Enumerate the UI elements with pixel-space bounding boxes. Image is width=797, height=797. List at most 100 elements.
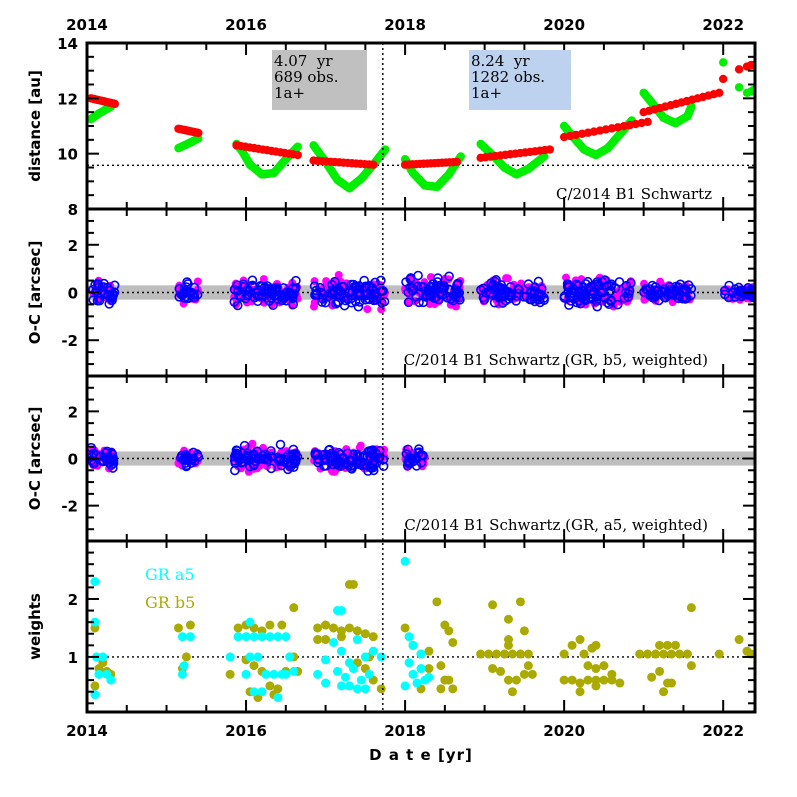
data-point-gr-a5 (348, 664, 358, 674)
data-point-gr-a5 (245, 652, 255, 662)
data-point-dec-residual (595, 287, 606, 298)
data-point-gr-a5 (281, 669, 291, 679)
data-point-gr-a5 (356, 675, 366, 685)
data-point-gr-b5 (667, 649, 676, 659)
data-point-dec-residual (329, 450, 340, 461)
data-point-gr-a5 (185, 632, 195, 642)
data-point-gr-b5 (368, 632, 378, 642)
y-tick-label: 2 (68, 591, 78, 609)
data-point-gr-b5 (579, 649, 589, 659)
data-point-gr-a5 (364, 669, 374, 679)
data-point-dec-residual (358, 459, 369, 469)
data-point-dec-residual (291, 455, 301, 465)
data-point-dec-residual (418, 297, 429, 308)
data-point-dec-residual (369, 460, 380, 470)
data-point-dec-residual (536, 284, 547, 294)
top-x-tick-label: 2018 (384, 16, 426, 34)
data-point-gr-b5 (336, 632, 346, 642)
data-point-gr-b5 (181, 652, 191, 662)
y-axis-title-oc-b5: O-C [arcsec] (26, 241, 44, 345)
data-point-dec-residual (526, 287, 537, 298)
data-point-dec-residual (252, 446, 262, 457)
data-point-gr-b5 (659, 687, 669, 697)
data-point-gr-a5 (177, 669, 187, 679)
data-point-dec-residual (341, 458, 351, 468)
data-point-gr-b5 (591, 681, 601, 691)
data-point-heliocentric (715, 88, 724, 98)
data-point-dec-residual (514, 284, 524, 295)
data-point-gr-b5 (515, 597, 525, 607)
data-point-gr-b5 (360, 629, 370, 639)
data-point-gr-a5 (90, 617, 100, 627)
info-box-line: 1282 obs. (471, 68, 545, 86)
data-point-gr-b5 (734, 635, 744, 645)
data-point-gr-a5 (269, 669, 279, 679)
data-point-dec-residual (646, 288, 657, 298)
data-point-gr-b5 (492, 649, 502, 659)
data-point-gr-b5 (559, 675, 569, 685)
data-point-dec-residual (94, 293, 105, 303)
data-point-gr-b5 (500, 649, 509, 659)
data-point-gr-b5 (519, 626, 529, 636)
data-point-dec-residual (428, 279, 438, 289)
data-point-gr-a5 (90, 577, 100, 587)
data-point-dec-residual (413, 270, 423, 281)
panel-caption-distance: C/2014 B1 Schwartz (556, 185, 712, 203)
data-point-dec-residual (591, 296, 602, 307)
data-point-gr-a5 (257, 687, 267, 697)
data-point-dec-residual (444, 284, 454, 295)
data-point-gr-b5 (173, 623, 183, 633)
bottom-x-tick-label: 2016 (225, 722, 267, 740)
data-point-dec-residual (491, 275, 501, 285)
data-point-gr-b5 (488, 664, 498, 674)
data-point-dec-residual (478, 283, 489, 294)
data-point-dec-residual (324, 445, 334, 455)
data-point-dec-residual (102, 282, 113, 293)
data-point-gr-b5 (344, 623, 354, 633)
data-point-gr-a5 (225, 652, 235, 662)
data-point-gr-a5 (336, 681, 346, 691)
data-point-geocentric (734, 83, 744, 92)
data-point-dec-residual (727, 287, 738, 298)
data-point-dec-residual (235, 292, 246, 302)
data-point-dec-residual (416, 282, 427, 292)
data-point-gr-b5 (599, 661, 609, 671)
legend-entry-gr-b5: GR b5 (145, 593, 195, 612)
data-point-geocentric (540, 152, 549, 161)
data-point-dec-residual (346, 293, 357, 304)
data-point-dec-residual (347, 463, 357, 474)
data-point-gr-a5 (424, 672, 434, 682)
data-point-dec-residual (327, 289, 338, 300)
data-point-dec-residual (334, 285, 344, 295)
data-point-gr-b5 (321, 620, 331, 630)
data-point-gr-b5 (488, 600, 498, 610)
data-point-heliocentric (545, 145, 555, 154)
data-point-gr-a5 (241, 632, 251, 642)
data-point-gr-b5 (559, 649, 569, 659)
data-point-heliocentric (452, 157, 461, 167)
data-point-dec-residual (623, 292, 633, 302)
data-point-gr-b5 (400, 623, 410, 633)
data-point-dec-residual (378, 461, 389, 472)
data-point-dec-residual (105, 285, 115, 296)
data-point-dec-residual (193, 452, 204, 462)
data-point-gr-b5 (667, 678, 676, 688)
panel-caption-oc-a5: C/2014 B1 Schwartz (GR, a5, weighted) (404, 516, 708, 534)
top-x-tick-label: 2022 (702, 16, 744, 34)
data-point-dec-residual (746, 288, 755, 299)
data-point-gr-a5 (179, 661, 189, 671)
top-x-tick-label: 2016 (225, 16, 267, 34)
data-point-dec-residual (406, 453, 416, 464)
data-point-gr-b5 (575, 635, 585, 645)
data-point-dec-residual (364, 294, 375, 305)
data-point-gr-b5 (714, 649, 724, 659)
y-tick-label: 2 (68, 403, 78, 421)
data-point-dec-residual (104, 299, 115, 309)
data-point-gr-b5 (527, 669, 537, 679)
x-axis-title: D a t e [yr] (369, 746, 473, 764)
data-point-dec-residual (519, 292, 529, 302)
data-point-dec-residual (444, 271, 454, 282)
data-point-gr-a5 (257, 632, 267, 642)
data-point-dec-residual (621, 281, 632, 291)
